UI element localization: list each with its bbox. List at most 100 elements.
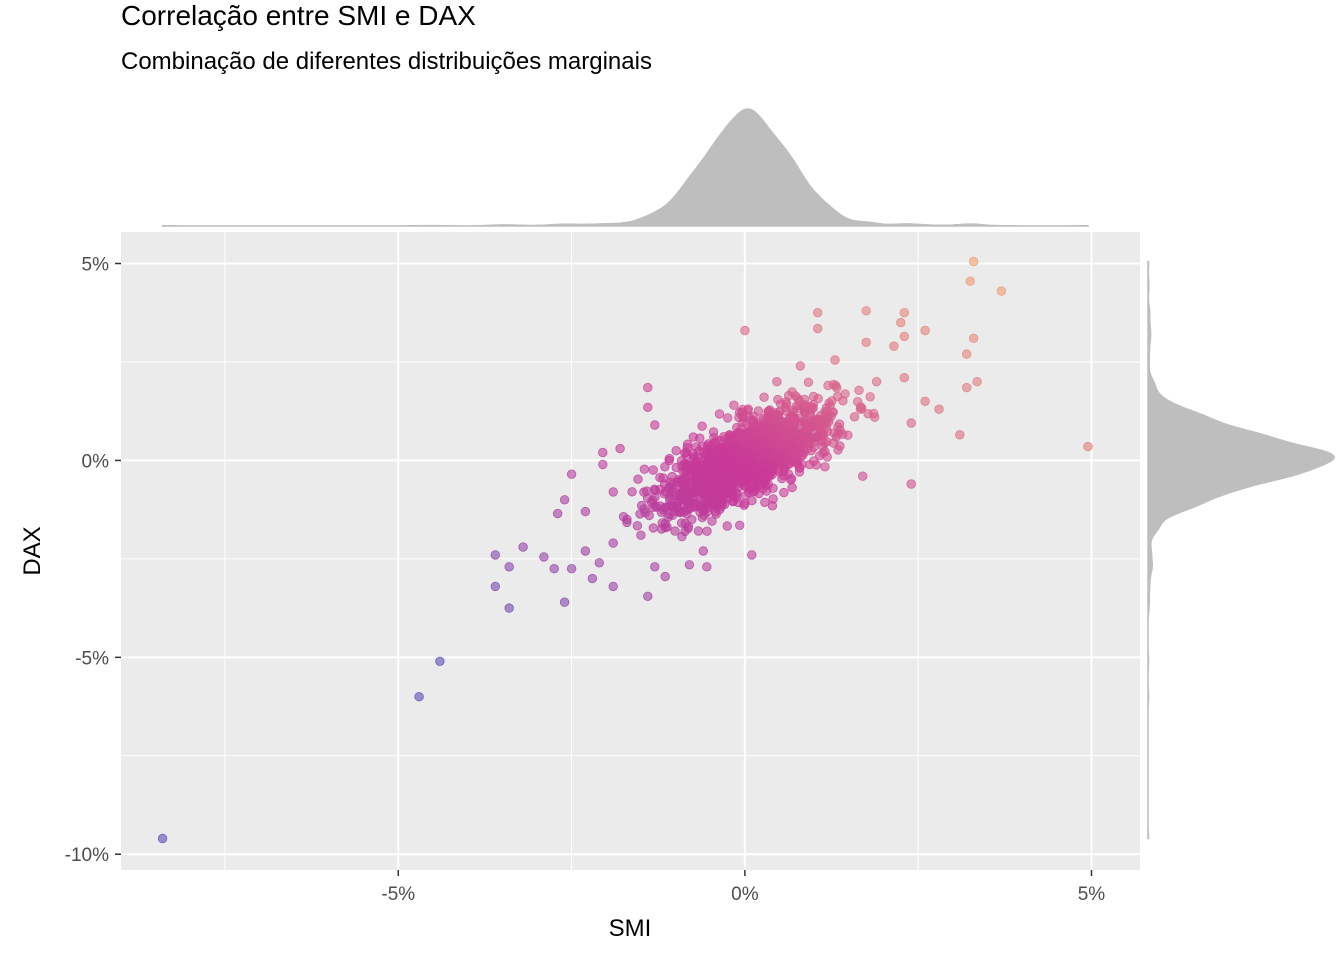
data-point	[608, 487, 618, 497]
data-point	[714, 435, 725, 446]
data-point	[683, 503, 693, 514]
data-point	[702, 526, 712, 536]
data-point	[767, 462, 778, 473]
data-point	[740, 325, 750, 336]
data-point	[615, 443, 625, 454]
data-point	[566, 469, 577, 479]
data-point	[817, 429, 827, 439]
data-point	[658, 473, 669, 483]
data-point	[774, 452, 784, 463]
data-point	[806, 410, 816, 420]
data-point	[677, 531, 687, 542]
data-point	[863, 409, 873, 419]
data-point	[673, 495, 683, 506]
data-point	[779, 466, 789, 477]
data-point	[689, 498, 700, 508]
data-point	[849, 412, 860, 422]
data-point	[754, 440, 764, 451]
data-point	[758, 468, 769, 478]
data-point	[594, 558, 605, 568]
data-point	[684, 560, 695, 570]
data-point	[813, 393, 823, 404]
data-point	[695, 433, 705, 443]
data-point	[553, 508, 563, 519]
data-point	[934, 404, 944, 414]
data-point	[896, 317, 906, 328]
data-point	[643, 591, 653, 602]
data-point	[714, 409, 725, 419]
data-point	[660, 519, 670, 529]
data-point	[772, 432, 782, 442]
data-point	[650, 501, 661, 511]
data-point	[739, 473, 750, 483]
data-point	[698, 546, 709, 556]
data-point	[767, 501, 778, 511]
data-point	[996, 286, 1007, 296]
data-point	[648, 523, 659, 533]
data-point	[539, 552, 549, 562]
data-point	[670, 526, 680, 536]
data-point	[787, 387, 797, 397]
data-point	[683, 521, 694, 532]
data-point	[787, 482, 797, 493]
data-point	[747, 463, 757, 473]
data-point	[906, 479, 916, 489]
data-point	[674, 506, 685, 516]
y-tick-label: -10%	[65, 845, 109, 866]
data-point	[414, 692, 424, 702]
data-point	[671, 446, 681, 456]
data-point	[820, 462, 830, 472]
data-point	[759, 392, 769, 402]
data-point	[633, 474, 643, 484]
data-point	[828, 438, 839, 448]
data-point	[707, 445, 718, 455]
data-point	[813, 308, 823, 318]
data-point	[504, 603, 514, 613]
data-point	[827, 396, 837, 406]
data-point	[725, 436, 735, 446]
data-point	[769, 412, 779, 423]
data-point	[829, 428, 839, 438]
data-point	[899, 373, 910, 383]
data-point	[801, 433, 811, 444]
data-point	[962, 382, 972, 393]
data-point	[786, 475, 796, 485]
data-point	[955, 430, 965, 440]
data-point	[737, 445, 747, 455]
data-point	[650, 562, 660, 572]
data-point	[968, 256, 979, 267]
data-point	[747, 495, 757, 506]
data-point	[795, 361, 806, 371]
x-axis-label: SMI	[609, 915, 652, 942]
data-point	[697, 421, 707, 431]
data-point	[861, 306, 871, 316]
data-point	[636, 530, 646, 540]
data-point	[745, 429, 755, 440]
top-marginal-density	[161, 108, 1089, 227]
data-point	[803, 377, 814, 388]
data-point	[920, 325, 930, 336]
data-point	[587, 573, 598, 584]
data-point	[899, 308, 910, 318]
data-point	[786, 446, 796, 457]
y-tick-label: -5%	[75, 648, 109, 669]
data-point	[698, 447, 709, 457]
data-point	[703, 484, 713, 494]
data-point	[772, 377, 782, 387]
data-point	[643, 382, 653, 393]
data-point	[738, 455, 749, 465]
data-point	[972, 377, 982, 387]
data-point	[858, 471, 868, 481]
data-point	[580, 506, 591, 517]
data-point	[691, 463, 701, 473]
data-point	[779, 487, 789, 498]
data-point	[737, 411, 748, 422]
data-point	[660, 503, 670, 513]
data-point	[699, 460, 709, 471]
data-point	[490, 581, 501, 592]
data-point	[962, 349, 972, 359]
right-marginal-density	[1147, 260, 1335, 840]
data-point	[627, 487, 637, 497]
data-point	[566, 564, 577, 574]
